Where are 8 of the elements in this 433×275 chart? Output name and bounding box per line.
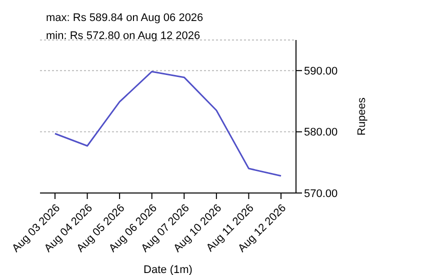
chart-title: max: Rs 589.84 on Aug 06 2026 [46,12,204,24]
x-axis-title: Date (1m) [144,264,192,275]
y-axis-title: Rupees [356,97,368,136]
y-tick-label: 580.00 [304,126,338,139]
y-tick-label: 570.00 [304,188,338,200]
line-series [54,70,282,177]
y-tick-label: 590.00 [304,66,338,78]
chart-subtitle: min: Rs 572.80 on Aug 12 2026 [46,30,200,42]
